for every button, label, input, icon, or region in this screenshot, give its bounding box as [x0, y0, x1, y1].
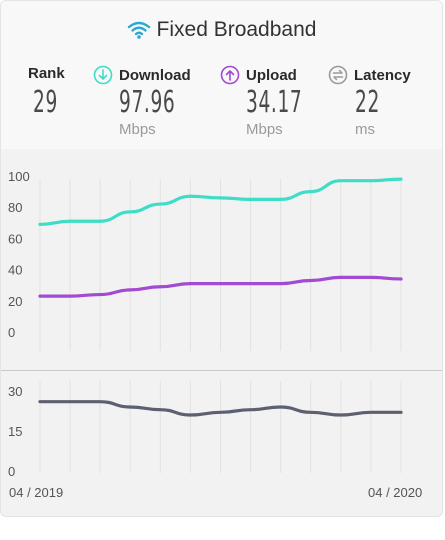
download-line	[38, 177, 403, 226]
latency-value: 22	[355, 85, 380, 120]
upload-value: 34.17	[246, 85, 303, 120]
download-label-text: Download	[119, 66, 191, 84]
latency-arrows-icon	[328, 65, 348, 85]
y-tick-label-1-2: 0	[8, 464, 15, 479]
wifi-icon	[127, 21, 150, 39]
y-tick-label-0-3: 40	[8, 263, 22, 278]
download-label: Download	[93, 65, 191, 85]
y-tick-label-0-5: 0	[8, 325, 15, 340]
broadband-card: Fixed Broadband Rank 29 Download 97.96 M…	[0, 0, 443, 517]
rank-label: Rank	[28, 65, 65, 82]
rank-value: 29	[33, 85, 58, 120]
title-row: Fixed Broadband	[1, 18, 442, 42]
y-tick-label-1-0: 30	[8, 384, 22, 399]
chart-divider	[1, 370, 442, 371]
upload-line	[38, 275, 403, 298]
download-arrow-icon	[93, 65, 113, 85]
y-tick-label-0-0: 100	[8, 169, 30, 184]
upload-arrow-icon	[220, 65, 240, 85]
rank-label-text: Rank	[28, 65, 65, 82]
latency-label: Latency	[328, 65, 411, 85]
latency-line	[38, 400, 403, 417]
upload-unit: Mbps	[246, 121, 283, 138]
download-unit: Mbps	[119, 121, 156, 138]
history-charts: 100 80 60 40 20 0 30 15 0	[8, 169, 403, 479]
page-title: Fixed Broadband	[156, 18, 317, 41]
upload-label-text: Upload	[246, 66, 297, 84]
y-tick-label-0-2: 60	[8, 231, 22, 246]
x-start-label: 04 / 2019	[9, 485, 64, 500]
latency-label-text: Latency	[354, 66, 411, 84]
summary-header: Fixed Broadband Rank 29 Download 97.96 M…	[1, 1, 442, 149]
y-tick-label-1-1: 15	[8, 424, 22, 439]
upload-label: Upload	[220, 65, 297, 85]
y-tick-label-0-1: 80	[8, 200, 22, 215]
latency-unit: ms	[355, 121, 375, 138]
download-value: 97.96	[119, 85, 176, 120]
y-tick-label-0-4: 20	[8, 294, 22, 309]
x-end-label: 04 / 2020	[368, 485, 423, 500]
